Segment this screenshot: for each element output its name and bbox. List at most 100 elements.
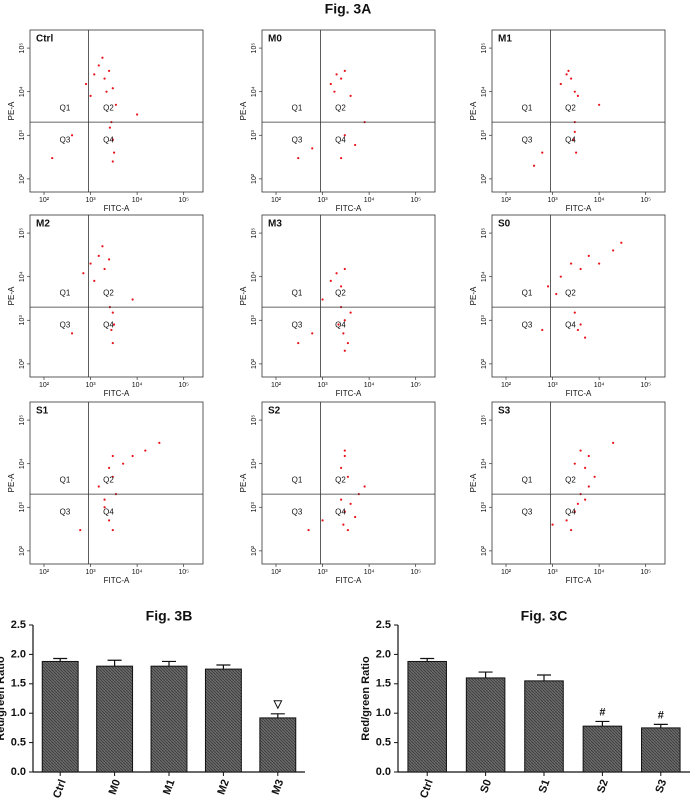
quadrant-label: Q1 bbox=[292, 475, 303, 484]
y-tick-label: 10⁵ bbox=[19, 415, 26, 426]
x-tick-label: 10² bbox=[501, 569, 512, 576]
dot bbox=[565, 73, 568, 76]
dot bbox=[89, 262, 92, 265]
dot bbox=[363, 485, 366, 488]
y-tick-label: 10³ bbox=[481, 130, 488, 141]
dot bbox=[110, 328, 113, 332]
x-tick-label: 10³ bbox=[318, 569, 329, 576]
quadrant-label: Q4 bbox=[565, 507, 576, 516]
dot bbox=[339, 77, 343, 80]
dot bbox=[620, 241, 623, 244]
y-tick-label: 10⁴ bbox=[19, 86, 26, 97]
annotation: # bbox=[658, 709, 664, 721]
x-tick-label: 10⁵ bbox=[410, 382, 421, 389]
error-bar bbox=[653, 723, 668, 728]
y-axis-label: PE-A bbox=[239, 101, 248, 120]
dot bbox=[79, 528, 82, 532]
x-tick-label: M3 bbox=[270, 778, 287, 796]
quadrant-label: Q3 bbox=[60, 320, 71, 329]
y-tick-label: 0.0 bbox=[376, 766, 391, 778]
y-tick-label: 2.0 bbox=[376, 648, 391, 660]
quadrant-label: Q4 bbox=[103, 320, 114, 329]
quadrant-label: Q3 bbox=[60, 135, 71, 144]
x-tick-label: 10² bbox=[39, 197, 50, 204]
y-tick-label: 10⁵ bbox=[251, 228, 258, 239]
dot bbox=[346, 341, 349, 345]
dot bbox=[339, 466, 343, 470]
error-bar bbox=[216, 664, 231, 670]
quadrant-label: Q4 bbox=[565, 320, 576, 329]
dot bbox=[579, 449, 582, 452]
dot bbox=[101, 56, 104, 59]
dot bbox=[111, 311, 114, 314]
x-tick-label: 10² bbox=[271, 569, 282, 576]
x-axis-label: FITC-A bbox=[336, 576, 362, 585]
dot bbox=[329, 82, 332, 86]
panel-title: S3 bbox=[498, 406, 511, 417]
plot-frame bbox=[261, 29, 436, 193]
x-tick-label: S2 bbox=[595, 778, 611, 795]
x-axis-label: FITC-A bbox=[566, 576, 592, 585]
y-tick-label: 0.5 bbox=[11, 737, 26, 749]
bar bbox=[582, 725, 623, 773]
dot bbox=[82, 272, 85, 275]
dot bbox=[354, 143, 357, 147]
x-tick-label: 10³ bbox=[318, 382, 329, 389]
quadrant-label: Q1 bbox=[292, 288, 303, 297]
dot bbox=[107, 466, 111, 470]
panel-title: S2 bbox=[268, 406, 281, 417]
dot bbox=[569, 262, 573, 265]
quadrant-label: Q3 bbox=[292, 320, 303, 329]
x-tick-label: M0 bbox=[107, 778, 124, 796]
error-bar bbox=[537, 674, 551, 681]
bar bbox=[41, 660, 79, 773]
dot bbox=[144, 449, 147, 452]
dot bbox=[574, 151, 578, 154]
y-tick-label: 10³ bbox=[19, 502, 26, 513]
dot bbox=[93, 279, 96, 283]
dot bbox=[569, 528, 573, 532]
panel-title: M0 bbox=[268, 34, 282, 45]
y-tick-label: 10⁵ bbox=[251, 43, 258, 54]
plot-frame bbox=[29, 401, 204, 565]
y-axis-label: PE-A bbox=[239, 473, 248, 492]
dot bbox=[349, 94, 352, 98]
dot bbox=[93, 73, 96, 76]
dot bbox=[579, 267, 582, 271]
x-tick-label: 10³ bbox=[86, 197, 97, 204]
x-tick-label: 10² bbox=[39, 382, 50, 389]
x-axis-label: FITC-A bbox=[104, 204, 130, 213]
dot bbox=[598, 103, 601, 106]
quadrant-label: Q2 bbox=[565, 103, 576, 112]
y-tick-label: 10² bbox=[251, 545, 258, 556]
dot bbox=[349, 502, 352, 505]
panel-title: M1 bbox=[498, 34, 512, 45]
y-tick-label: 1.5 bbox=[376, 678, 391, 690]
y-tick-label: 10⁴ bbox=[251, 86, 258, 97]
x-tick-label: 10³ bbox=[86, 382, 97, 389]
x-tick-label: 10⁴ bbox=[594, 569, 605, 576]
error-bar bbox=[420, 657, 435, 662]
x-tick-label: 10⁵ bbox=[178, 569, 189, 576]
y-tick-label: 10² bbox=[481, 358, 488, 369]
y-tick-label: 10² bbox=[251, 358, 258, 369]
dot bbox=[343, 454, 346, 458]
quadrant-label: Q1 bbox=[60, 475, 71, 484]
panel-title: M3 bbox=[268, 219, 282, 230]
dot bbox=[114, 103, 117, 106]
annotation: ▽ bbox=[273, 699, 283, 711]
y-axis-label: PE-A bbox=[469, 101, 478, 120]
dot bbox=[587, 254, 590, 257]
x-tick-label: 10⁵ bbox=[640, 569, 651, 576]
dot bbox=[111, 454, 114, 458]
y-tick-label: 2.5 bbox=[376, 619, 391, 631]
y-tick-label: 10⁴ bbox=[251, 271, 258, 282]
dot bbox=[555, 292, 558, 296]
y-tick-label: 10⁴ bbox=[19, 458, 26, 469]
x-tick-label: Ctrl bbox=[51, 778, 69, 800]
quadrant-label: Q1 bbox=[522, 475, 533, 484]
x-tick-label: 10³ bbox=[86, 569, 97, 576]
x-tick-label: 10³ bbox=[548, 197, 559, 204]
panel-title: M2 bbox=[36, 219, 50, 230]
plot-frame bbox=[491, 214, 666, 378]
